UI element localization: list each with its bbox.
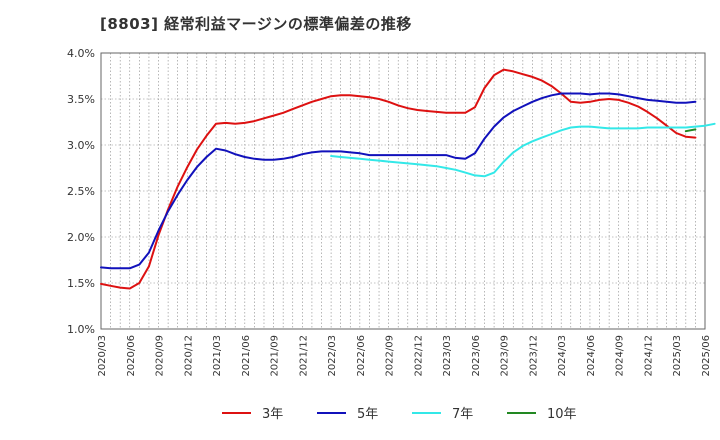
plot-frame	[100, 52, 706, 330]
x-tick-label: 2021/12	[298, 335, 309, 377]
series-line-3年	[100, 68, 697, 290]
x-tick-label: 2023/09	[500, 335, 511, 377]
x-tick-label: 2025/06	[701, 335, 712, 377]
series-line-7年	[330, 122, 716, 178]
x-axis-ticks: 2020/03 2020/06 2020/09 2020/12 2021/03 2021/…	[97, 335, 712, 377]
axes	[100, 52, 706, 330]
series-line-10年	[684, 128, 697, 133]
chart-title: [8803] 経常利益マージンの標準偏差の推移	[100, 15, 412, 33]
x-tick-label: 2023/12	[528, 335, 539, 377]
legend-label: 5年	[357, 407, 378, 422]
y-tick-label: 1.5%	[67, 277, 95, 290]
y-axis-ticks: 1.0% 1.5% 2.0% 2.5% 3.0% 3.5% 4.0%	[67, 47, 95, 336]
x-tick-label: 2024/12	[643, 335, 654, 377]
x-tick-label: 2021/03	[212, 335, 223, 377]
y-tick-label: 3.0%	[67, 139, 95, 152]
x-tick-label: 2024/06	[586, 335, 597, 377]
x-tick-label: 2023/03	[442, 335, 453, 377]
x-tick-label: 2022/12	[413, 335, 424, 377]
legend-label: 3年	[262, 407, 283, 422]
x-tick-label: 2021/09	[270, 335, 281, 377]
x-tick-label: 2024/09	[615, 335, 626, 377]
x-tick-label: 2024/03	[557, 335, 568, 377]
legend-label: 7年	[452, 407, 473, 422]
x-tick-label: 2022/09	[385, 335, 396, 377]
x-tick-label: 2021/06	[241, 335, 252, 377]
y-tick-label: 3.5%	[67, 93, 95, 106]
y-tick-label: 1.0%	[67, 323, 95, 336]
x-tick-label: 2022/03	[327, 335, 338, 377]
x-tick-label: 2020/09	[155, 335, 166, 377]
x-tick-label: 2020/03	[97, 335, 108, 377]
x-tick-label: 2020/06	[126, 335, 137, 377]
series-lines	[100, 68, 716, 290]
y-tick-label: 2.0%	[67, 231, 95, 244]
x-tick-label: 2023/06	[471, 335, 482, 377]
series-line-5年	[100, 92, 697, 270]
legend: 3年 5年 7年 10年	[222, 407, 577, 422]
y-tick-label: 2.5%	[67, 185, 95, 198]
x-tick-label: 2025/03	[672, 335, 683, 377]
y-tick-label: 4.0%	[67, 47, 95, 60]
x-tick-label: 2022/06	[356, 335, 367, 377]
x-tick-label: 2020/12	[183, 335, 194, 377]
legend-label: 10年	[547, 407, 577, 422]
